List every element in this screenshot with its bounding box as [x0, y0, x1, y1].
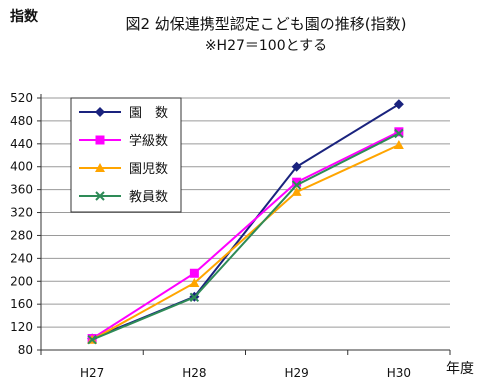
series-3-point-1-b	[189, 292, 200, 303]
series-3-point-0-b	[87, 334, 97, 345]
series-2-point-1	[189, 277, 200, 287]
series-3-point-3	[394, 128, 404, 139]
series-1-point-2	[292, 177, 302, 187]
axes	[37, 94, 451, 355]
series-0-point-3	[393, 99, 404, 110]
series-3-point-1	[189, 292, 200, 303]
series-line-2	[91, 144, 400, 341]
legend-label-2: 園児数	[129, 162, 168, 177]
y-tick-label-160: 160	[10, 297, 33, 311]
legend-entry-1: 学級数	[79, 133, 168, 149]
y-tick-label-120: 120	[10, 320, 33, 334]
series-1-point-3	[394, 127, 404, 137]
series-0-point-2	[291, 161, 302, 172]
y-tick-labels: 80 120 160 200 240 280 320 360 400 440 480 520	[10, 91, 33, 357]
y-axis-unit-label: 指数	[10, 9, 38, 25]
chart-subtitle: ※H27＝100とする	[204, 38, 328, 54]
x-tick-label-H30: H30	[387, 366, 411, 378]
y-tick-label-280: 280	[10, 228, 33, 242]
series-3-point-3-b	[394, 128, 404, 139]
series-1-point-1	[189, 268, 199, 278]
y-tick-label-200: 200	[10, 274, 33, 288]
series-lines	[87, 99, 404, 345]
legend-marker-2	[95, 163, 105, 172]
legend-marker-3-b	[95, 191, 105, 201]
y-tick-label-400: 400	[10, 160, 33, 174]
legend-label-0: 園 数	[129, 106, 168, 121]
legend-label-1: 学級数	[129, 133, 168, 149]
legend-label-3: 教員数	[129, 189, 168, 205]
series-line-3	[91, 132, 400, 341]
x-axis-unit-label: 年度	[446, 361, 474, 377]
series-3-point-0	[87, 334, 97, 345]
legend-marker-3	[95, 191, 105, 201]
series-3-point-2-b	[291, 180, 302, 190]
x-tick-label-H27: H27	[80, 366, 104, 378]
legend-box	[70, 97, 182, 213]
y-tick-label-440: 440	[10, 137, 33, 151]
y-tick-label-240: 240	[10, 251, 33, 265]
x-tick-label-H28: H28	[182, 366, 206, 378]
series-2-point-3	[393, 139, 404, 149]
y-tick-label-320: 320	[10, 206, 33, 220]
y-tick-label-360: 360	[10, 183, 33, 197]
chart-title: 図2 幼保連携型認定こども園の推移(指数)	[125, 15, 407, 33]
legend-entry-0: 園 数	[79, 106, 168, 121]
y-tick-label-80: 80	[18, 343, 33, 357]
x-tick-labels: H27 H28 H29 H30	[80, 366, 411, 378]
series-3-point-2	[291, 180, 302, 190]
y-tick-label-520: 520	[10, 91, 33, 105]
legend-entry-3: 教員数	[79, 189, 168, 205]
y-tick-label-480: 480	[10, 114, 33, 128]
series-line-1	[91, 130, 400, 340]
x-tick-label-H29: H29	[284, 366, 308, 378]
legend-marker-0	[95, 107, 105, 117]
series-2-point-2	[291, 186, 302, 196]
legend-marker-1	[95, 135, 105, 145]
series-3	[87, 128, 404, 345]
legend-entry-2: 園児数	[79, 162, 168, 177]
